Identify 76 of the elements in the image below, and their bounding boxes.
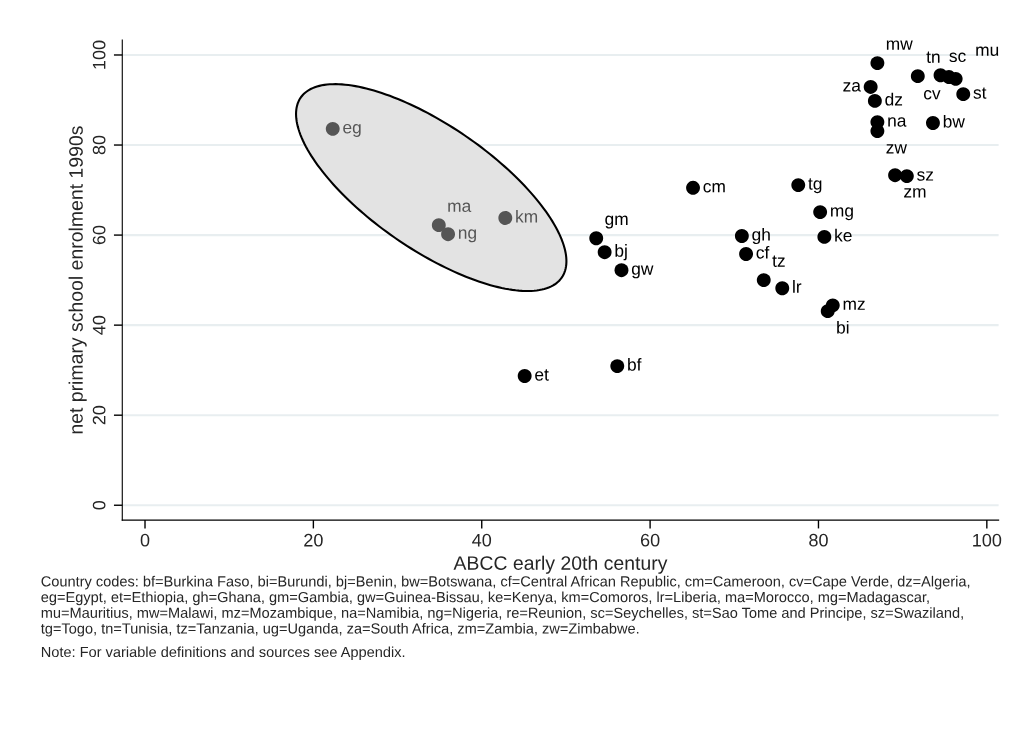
point (791, 178, 806, 193)
point (517, 369, 532, 383)
point (610, 359, 625, 374)
point (734, 229, 749, 243)
point (739, 247, 754, 261)
point (870, 56, 885, 71)
annotation: bj (615, 244, 627, 261)
point (498, 211, 513, 225)
annotation: cv (924, 90, 941, 100)
annotation: ma (448, 202, 472, 213)
point (817, 229, 832, 244)
y-tick-label: 0 (92, 500, 106, 510)
annotation: km (516, 209, 538, 223)
annotation: mu (976, 46, 999, 56)
annotation: eg (343, 123, 361, 137)
annotation: zw (886, 144, 907, 154)
point (956, 87, 971, 102)
x-tick-label: 80 (809, 533, 828, 547)
annotation: za (843, 82, 861, 92)
x-tick-label: 60 (640, 533, 660, 547)
point (775, 281, 790, 296)
annotation: na (888, 117, 907, 127)
point (686, 180, 700, 195)
point (926, 116, 940, 130)
annotation: bw (943, 114, 965, 128)
annotation: gw (631, 265, 654, 279)
annotation: zm (904, 188, 926, 198)
annotation: mg (831, 207, 853, 221)
text: Note: For variable definitions and sources see Appendix. (41, 646, 405, 660)
x-tick-label: 100 (973, 533, 1002, 547)
y-tick-label: 60 (92, 225, 106, 245)
y-tick-label: 100 (92, 40, 106, 69)
point (614, 263, 629, 278)
y-tick-label: 80 (92, 135, 106, 155)
point (597, 245, 612, 260)
point (813, 205, 828, 220)
point (756, 273, 771, 288)
point (820, 304, 835, 319)
annotation: cf (756, 245, 770, 259)
point (589, 231, 604, 246)
x-tick-label: 40 (472, 533, 492, 547)
annotation: sc (949, 52, 966, 63)
annotation: bf (628, 358, 642, 371)
annotation: tn (926, 51, 940, 63)
point (867, 93, 882, 108)
point (431, 218, 446, 233)
point (863, 80, 878, 94)
annotation: mw (886, 40, 913, 50)
x-tick-label: 20 (304, 533, 323, 547)
y-axis-title: net primary school enrolment 1990s (68, 126, 87, 434)
annotation: tz (772, 255, 785, 267)
annotation: et (535, 369, 549, 381)
point (888, 168, 903, 183)
annotation: dz (885, 92, 903, 106)
point (899, 169, 914, 184)
point (910, 69, 925, 84)
annotation: bi (837, 320, 849, 334)
annotation: gm (605, 215, 628, 229)
annotation: lr (793, 280, 802, 293)
annotation: gh (752, 227, 770, 245)
y-tick-label: 40 (92, 315, 106, 335)
point (441, 227, 456, 242)
annotation: ke (835, 228, 852, 242)
point (948, 71, 963, 86)
annotation: tg (808, 178, 822, 194)
x-axis-title: ABCC early 20th century (453, 555, 668, 574)
text: Country codes: bf=Burkina Faso, bi=Burundi, bj=Benin, bw=Botswana, cf=Central African Republic, cm=Cameroon, cv=Cape Verde, dz=Algeria, eg=Egypt, et=Ethiopia, gh=Ghana, gm=Gambia, gw=Guinea-Bissau, ke=Kenya, km=Comoros, lr=Liberia, ma=Morocco, mg=Madagascar, mu=Mauritius, mw=Malawi, mz=Mozambique, na=Namibia, ng=Nigeria, re=Reunion, sc=Seychelles, st=Sao Tome and Principe, sz=Swaziland, tg=Togo, tn=Tunisia, tz=Tanzania, ug=Uganda, za=South Africa, zm=Zambia, zw=Zimbabwe. (40, 575, 970, 637)
point (325, 121, 340, 136)
y-tick-label: 20 (92, 405, 106, 425)
annotation: sz (917, 171, 934, 181)
point (870, 124, 885, 139)
annotation: cm (703, 182, 725, 193)
annotation: mz (843, 300, 865, 310)
annotation: ng (458, 229, 476, 243)
x-tick-label: 0 (140, 533, 150, 547)
annotation: st (973, 87, 987, 99)
